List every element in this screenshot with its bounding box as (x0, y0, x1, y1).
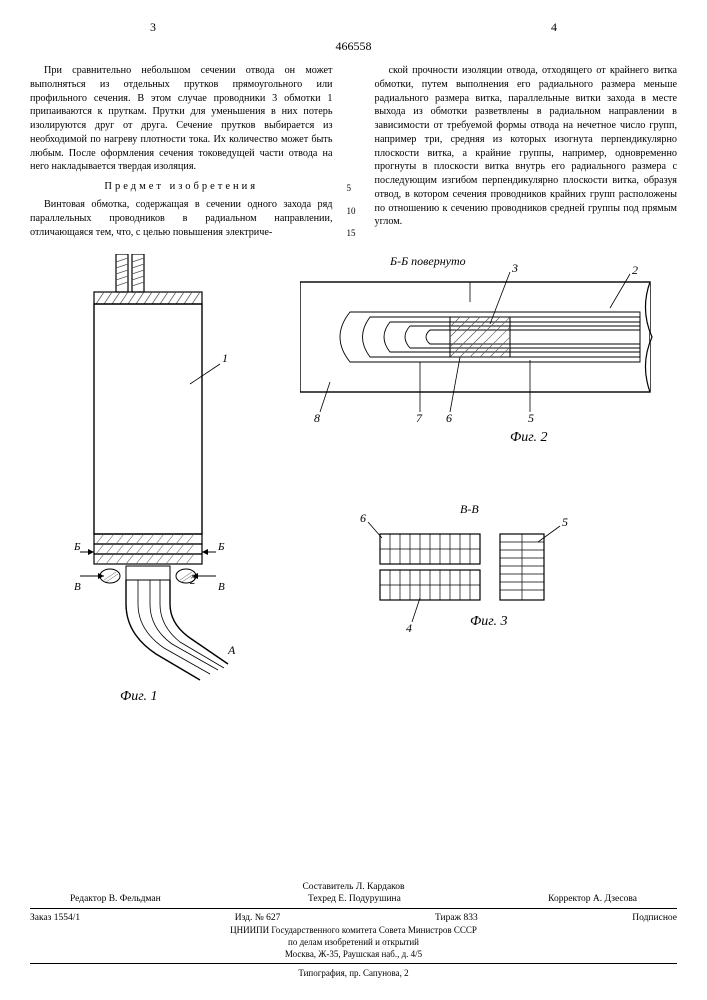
svg-text:В: В (74, 581, 81, 593)
svg-text:6: 6 (446, 411, 452, 422)
line-no-10: 10 (347, 205, 361, 217)
right-column: ской прочности изоляции отвода, отходяще… (375, 64, 678, 240)
line-no-15: 15 (347, 227, 361, 239)
footer-izd: Изд. № 627 (235, 913, 281, 923)
figure-2: 3 2 8 7 6 5 (300, 262, 660, 422)
svg-text:6: 6 (360, 514, 366, 525)
svg-text:Б: Б (73, 541, 81, 553)
right-para-1: ской прочности изоляции отвода, отходяще… (375, 64, 678, 229)
footer-corrector: Корректор А. Дзесова (548, 894, 637, 904)
subject-heading: Предмет изобретения (30, 180, 333, 194)
svg-text:В: В (218, 581, 225, 593)
svg-text:2: 2 (632, 263, 638, 277)
page-num-left: 3 (150, 20, 156, 35)
left-para-1: При сравнительно небольшом сечении отвод… (30, 64, 333, 174)
svg-text:А: А (227, 643, 236, 657)
svg-text:3: 3 (511, 262, 518, 275)
left-column: При сравнительно небольшом сечении отвод… (30, 64, 333, 240)
svg-text:5: 5 (528, 411, 534, 422)
document-number: 466558 (30, 39, 677, 54)
text-columns: При сравнительно небольшом сечении отвод… (30, 64, 677, 240)
fig1-label: Фиг. 1 (120, 689, 158, 705)
footer-subscription: Подписное (632, 913, 677, 923)
svg-text:5: 5 (562, 515, 568, 529)
footer-compiler: Составитель Л. Кардаков (30, 882, 677, 892)
svg-text:1: 1 (222, 351, 228, 365)
footer-typography: Типография, пр. Сапунова, 2 (30, 968, 677, 978)
figures-area: Б В Б В 1 2 А Фиг. 1 3 2 (30, 254, 677, 724)
fig2-caption: Б-Б повернуто (390, 254, 466, 269)
svg-text:2: 2 (190, 575, 196, 587)
svg-text:4: 4 (406, 621, 412, 634)
svg-text:7: 7 (416, 411, 423, 422)
page-num-right: 4 (551, 20, 557, 35)
footer-address: Москва, Ж-35, Раушская наб., д. 4/5 (30, 949, 677, 959)
fig3-label: Фиг. 3 (470, 614, 508, 630)
svg-text:8: 8 (314, 411, 320, 422)
figure-1: Б В Б В 1 2 А (60, 254, 240, 684)
footer: Составитель Л. Кардаков Редактор В. Фель… (30, 880, 677, 980)
left-para-2: Винтовая обмотка, содержащая в сечении о… (30, 198, 333, 239)
line-numbers: 5 10 15 (347, 64, 361, 240)
footer-editor: Редактор В. Фельдман (70, 894, 161, 904)
footer-publisher1: ЦНИИПИ Государственного комитета Совета … (30, 925, 677, 935)
footer-publisher2: по делам изобретений и открытий (30, 937, 677, 947)
footer-tirage: Тираж 833 (435, 913, 478, 923)
svg-text:Б: Б (217, 541, 225, 553)
footer-order: Заказ 1554/1 (30, 913, 80, 923)
line-no-5: 5 (347, 182, 361, 194)
footer-techeditor: Техред Е. Подурушина (308, 894, 401, 904)
fig3-caption: В-В (460, 502, 479, 517)
fig2-label: Фиг. 2 (510, 430, 548, 446)
